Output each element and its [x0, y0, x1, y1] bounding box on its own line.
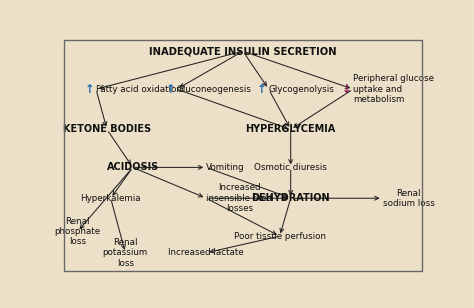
Text: Glycogenolysis: Glycogenolysis: [269, 85, 335, 94]
Text: ↑: ↑: [165, 83, 175, 96]
Text: Renal
potassium
loss: Renal potassium loss: [103, 238, 148, 268]
Text: Hyperkalemia: Hyperkalemia: [81, 194, 141, 203]
Text: ↓: ↓: [342, 83, 351, 96]
Text: DEHYDRATION: DEHYDRATION: [251, 193, 330, 203]
Text: Osmotic diuresis: Osmotic diuresis: [254, 163, 327, 172]
Text: Poor tissue perfusion: Poor tissue perfusion: [234, 232, 326, 241]
Text: INADEQUATE INSULIN SECRETION: INADEQUATE INSULIN SECRETION: [149, 46, 337, 56]
Text: ↑: ↑: [257, 83, 267, 96]
Text: Renal
sodium loss: Renal sodium loss: [383, 188, 434, 208]
Text: HYPERGLYCEMIA: HYPERGLYCEMIA: [246, 124, 336, 135]
Text: Increased lactate: Increased lactate: [168, 248, 244, 257]
Text: Peripheral glucose
uptake and
metabolism: Peripheral glucose uptake and metabolism: [353, 74, 434, 104]
Text: Increased
insensible fluid
losses: Increased insensible fluid losses: [206, 183, 272, 213]
Text: ↑: ↑: [84, 83, 94, 96]
Text: ACIDOSIS: ACIDOSIS: [107, 162, 159, 172]
Text: Gluconeogenesis: Gluconeogenesis: [177, 85, 252, 94]
Text: KETONE BODIES: KETONE BODIES: [63, 124, 151, 135]
Text: Fatty acid oxidation: Fatty acid oxidation: [96, 85, 182, 94]
Text: Vomiting: Vomiting: [206, 163, 245, 172]
Text: Renal
phosphate
loss: Renal phosphate loss: [55, 217, 100, 246]
